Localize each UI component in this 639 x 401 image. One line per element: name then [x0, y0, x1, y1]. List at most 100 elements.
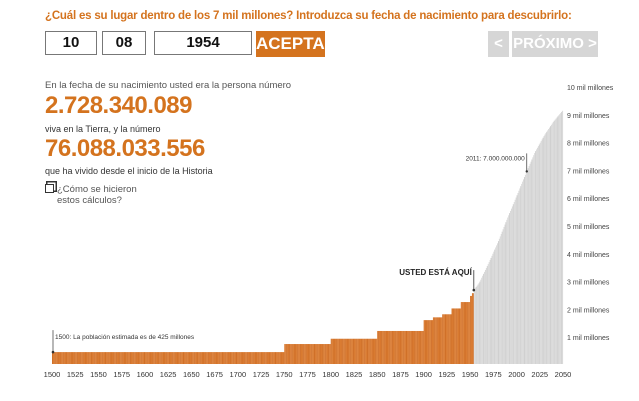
past-bar — [405, 330, 407, 364]
past-bar — [410, 330, 412, 364]
past-bar — [321, 344, 323, 364]
x-tick-label: 1850 — [369, 370, 386, 379]
past-bar — [417, 330, 419, 364]
past-bar — [400, 330, 402, 364]
past-bar — [111, 352, 113, 364]
past-bar — [322, 344, 324, 364]
past-bar — [149, 352, 151, 364]
future-bar — [487, 264, 489, 364]
future-bar — [532, 157, 534, 364]
past-bar — [421, 330, 423, 364]
future-bar — [544, 134, 546, 364]
past-bar — [262, 352, 264, 364]
past-bar — [445, 314, 447, 364]
past-bar — [236, 352, 238, 364]
past-bar — [252, 352, 254, 364]
past-bar — [327, 344, 329, 364]
past-bar — [348, 338, 350, 364]
past-bar — [92, 352, 94, 364]
past-bar — [73, 352, 75, 364]
accept-button[interactable]: ACEPTAR — [256, 31, 337, 57]
past-bar — [416, 330, 418, 364]
future-bar — [491, 255, 493, 364]
future-bar — [519, 188, 521, 364]
past-bar — [174, 352, 176, 364]
past-bar — [125, 352, 127, 364]
past-bar — [150, 352, 152, 364]
past-bar — [115, 352, 117, 364]
past-bar — [57, 352, 59, 364]
past-bar — [353, 338, 355, 364]
past-bar — [393, 330, 395, 364]
past-bar — [83, 352, 85, 364]
past-bar — [135, 352, 137, 364]
past-bar — [184, 352, 186, 364]
future-bar — [561, 111, 563, 365]
past-bar — [88, 352, 90, 364]
past-bar — [412, 330, 414, 364]
past-bar — [130, 352, 132, 364]
past-bar — [296, 344, 298, 364]
past-bar — [355, 338, 357, 364]
future-bar — [483, 273, 485, 364]
past-bar — [219, 352, 221, 364]
past-bar — [337, 338, 339, 364]
past-bar — [369, 338, 371, 364]
x-tick-label: 1575 — [113, 370, 130, 379]
future-bar — [506, 219, 508, 364]
x-tick-label: 1500 — [44, 370, 61, 379]
past-bar — [368, 338, 370, 364]
past-bar — [113, 352, 115, 364]
future-bar — [555, 118, 557, 364]
next-button[interactable]: PRÓXIMO > — [512, 31, 598, 57]
past-bar — [187, 352, 189, 364]
future-bar — [497, 243, 499, 364]
past-bar — [220, 352, 222, 364]
past-bar — [209, 352, 211, 364]
past-bar — [300, 344, 302, 364]
future-bar — [493, 251, 495, 364]
past-bar — [63, 352, 65, 364]
month-input[interactable]: 08 — [102, 31, 146, 55]
past-bar — [74, 352, 76, 364]
future-bar — [524, 174, 526, 364]
past-bar — [305, 344, 307, 364]
past-bar — [409, 330, 411, 364]
past-bar — [435, 317, 437, 364]
past-bar — [160, 352, 162, 364]
prev-button[interactable]: < — [488, 31, 509, 57]
past-bar — [465, 302, 467, 364]
past-bar — [307, 344, 309, 364]
past-bar — [155, 352, 157, 364]
year-input[interactable]: 1954 — [154, 31, 252, 55]
future-bar — [479, 281, 481, 364]
past-bar — [301, 344, 303, 364]
past-bar — [199, 352, 201, 364]
past-bar — [324, 344, 326, 364]
past-bar — [144, 352, 146, 364]
past-bar — [387, 330, 389, 364]
x-tick-label: 1600 — [137, 370, 154, 379]
past-bar — [365, 338, 367, 364]
past-bar — [289, 344, 291, 364]
future-bar — [505, 222, 507, 364]
future-bar — [517, 193, 519, 364]
future-bar — [549, 127, 551, 365]
past-bar — [132, 352, 134, 364]
day-input[interactable]: 10 — [45, 31, 97, 55]
past-bar — [175, 352, 177, 364]
future-bar — [489, 260, 491, 364]
past-bar — [117, 352, 119, 364]
past-bar — [225, 352, 227, 364]
past-bar — [372, 338, 374, 364]
past-bar — [456, 308, 458, 364]
past-bar — [255, 352, 257, 364]
past-bar — [451, 308, 453, 364]
past-bar — [205, 352, 207, 364]
past-bar — [265, 352, 267, 364]
past-bar — [327, 344, 329, 364]
future-bar — [481, 277, 483, 364]
how-calculated-link[interactable]: ¿Cómo se hicieron estos cálculos? — [45, 184, 165, 206]
past-bar — [248, 352, 250, 364]
